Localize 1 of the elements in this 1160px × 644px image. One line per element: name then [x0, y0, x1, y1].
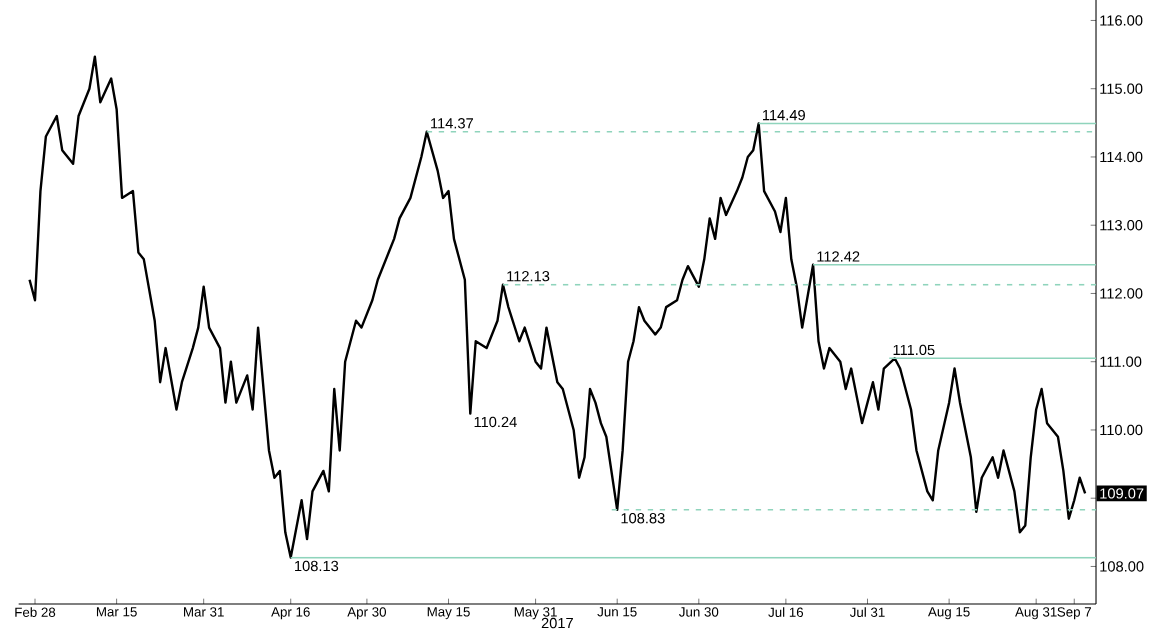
line-series: [28, 55, 1087, 559]
